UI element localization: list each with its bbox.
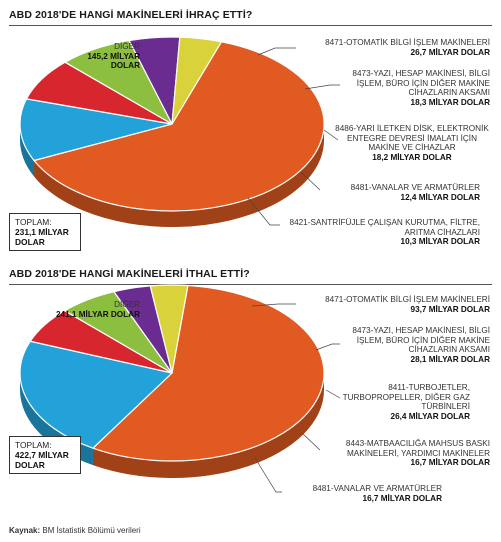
source-label: Kaynak: xyxy=(9,526,41,535)
export-pie-chart: DİĞER — 145,2 MİLYAR DOLAR8471-OTOMATİK … xyxy=(19,36,340,227)
leader-lines xyxy=(247,47,340,226)
leader-lines xyxy=(251,303,341,493)
slice-value: 16,7 MİLYAR DOLAR xyxy=(362,493,442,503)
leader-line xyxy=(300,171,321,191)
slice-name: 8473-YAZI, HESAP MAKİNESİ, BİLGİ İŞLEM, … xyxy=(352,69,490,98)
total-value: 422,7 MİLYAR DOLAR xyxy=(15,450,69,470)
total-value: 231,1 MİLYAR DOLAR xyxy=(15,227,69,247)
leader-line xyxy=(251,303,296,307)
pie-slice: DİĞER — 145,2 MİLYAR DOLAR xyxy=(33,41,325,212)
pie-slice-side xyxy=(34,124,325,227)
export-label-8471: 8471-OTOMATİK BİLGİ İŞLEM MAKİNELERİ 26,… xyxy=(296,38,490,57)
source-text: BM İstatistik Bölümü verileri xyxy=(42,526,141,535)
export-total-box: TOPLAM: 231,1 MİLYAR DOLAR xyxy=(9,213,81,251)
export-title-rule xyxy=(9,25,492,26)
export-label-8486: 8486-YARI İLETKEN DİSK, ELEKTRONİK ENTEG… xyxy=(332,124,492,162)
pie-slice: 8481-VANALAR VE ARMATÜRLER — 16,7 MİLYAR… xyxy=(149,284,189,374)
pie-slice: 8471-OTOMATİK BİLGİ İŞLEM MAKİNELERİ — 2… xyxy=(19,98,173,162)
slice-value: 26,7 MİLYAR DOLAR xyxy=(410,47,490,57)
leader-line xyxy=(247,197,280,226)
slice-name: 8486-YARI İLETKEN DİSK, ELEKTRONİK ENTEG… xyxy=(335,124,489,153)
slice-value: 10,3 MİLYAR DOLAR xyxy=(400,237,480,247)
export-label-8481: 8481-VANALAR VE ARMATÜRLER 12,4 MİLYAR D… xyxy=(318,183,480,202)
pie-top-faces: DİĞER — 241,1 MİLYAR DOLAR8471-OTOMATİK … xyxy=(19,284,325,462)
import-label-other: DİĞER 241,1 MİLYAR DOLAR xyxy=(50,300,140,319)
leader-line xyxy=(304,84,340,90)
export-label-other: DİĞER 145,2 MİLYAR DOLAR xyxy=(60,42,140,71)
pie-slice: 8421-SANTRİFÜJLE ÇALIŞAN KURUTMA, FİLTRE… xyxy=(171,36,223,125)
import-pie-chart: DİĞER — 241,1 MİLYAR DOLAR8471-OTOMATİK … xyxy=(19,284,341,493)
import-label-8411: 8411-TURBOJETLER, TURBOPROPELLER, DİĞER … xyxy=(338,383,470,421)
source-note: Kaynak: BM İstatistik Bölümü verileri xyxy=(9,526,141,535)
leader-line xyxy=(301,432,321,451)
leader-line xyxy=(257,47,296,56)
slice-value: 18,2 MİLYAR DOLAR xyxy=(372,152,452,162)
import-label-8481: 8481-VANALAR VE ARMATÜRLER 16,7 MİLYAR D… xyxy=(282,484,442,503)
slice-name: 8481-VANALAR VE ARMATÜRLER xyxy=(350,183,480,192)
slice-value: 12,4 MİLYAR DOLAR xyxy=(400,192,480,202)
pie-top-faces: DİĞER — 145,2 MİLYAR DOLAR8471-OTOMATİK … xyxy=(19,36,325,212)
pie-slice: DİĞER — 241,1 MİLYAR DOLAR xyxy=(92,284,325,462)
export-label-8421: 8421-SANTRİFÜJLE ÇALIŞAN KURUTMA, FİLTRE… xyxy=(280,218,480,247)
leader-line xyxy=(323,129,339,141)
slice-name: 8481-VANALAR VE ARMATÜRLER xyxy=(312,484,442,493)
import-chart-panel: ABD 2018'DE HANGİ MAKİNELERİ İTHAL ETTİ?… xyxy=(0,262,501,524)
leader-line xyxy=(315,343,340,351)
leader-line xyxy=(254,457,282,493)
import-chart-title: ABD 2018'DE HANGİ MAKİNELERİ İTHAL ETTİ? xyxy=(9,268,250,280)
slice-name: 8471-OTOMATİK BİLGİ İŞLEM MAKİNELERİ xyxy=(325,295,490,304)
slice-name: 8443-MATBAACILIĞA MAHSUS BASKI MAKİNELER… xyxy=(345,439,490,458)
slice-name: 8421-SANTRİFÜJLE ÇALIŞAN KURUTMA, FİLTRE… xyxy=(289,218,480,237)
export-chart-panel: ABD 2018'DE HANGİ MAKİNELERİ İHRAÇ ETTİ?… xyxy=(0,0,501,262)
slice-value: 18,3 MİLYAR DOLAR xyxy=(410,97,490,107)
slice-value: 28,1 MİLYAR DOLAR xyxy=(410,354,490,364)
slice-name: 8411-TURBOJETLER, TURBOPROPELLER, DİĞER … xyxy=(342,383,470,412)
slice-value: 16,7 MİLYAR DOLAR xyxy=(410,458,490,468)
total-label: TOPLAM: xyxy=(15,217,52,227)
import-title-rule xyxy=(9,284,492,285)
import-label-8443: 8443-MATBAACILIĞA MAHSUS BASKI MAKİNELER… xyxy=(318,439,490,468)
import-total-box: TOPLAM: 422,7 MİLYAR DOLAR xyxy=(9,436,81,474)
slice-name: 8471-OTOMATİK BİLGİ İŞLEM MAKİNELERİ xyxy=(325,38,490,47)
pie-slice-side xyxy=(92,373,324,478)
slice-name: 8473-YAZI, HESAP MAKİNESİ, BİLGİ İŞLEM, … xyxy=(352,326,490,355)
slice-value: 93,7 MİLYAR DOLAR xyxy=(410,304,490,314)
slice-value: 241,1 MİLYAR DOLAR xyxy=(55,309,140,319)
total-label: TOPLAM: xyxy=(15,440,52,450)
slice-value: 145,2 MİLYAR DOLAR xyxy=(87,51,140,71)
import-label-8473: 8473-YAZI, HESAP MAKİNESİ, BİLGİ İŞLEM, … xyxy=(340,326,490,364)
import-label-8471: 8471-OTOMATİK BİLGİ İŞLEM MAKİNELERİ 93,… xyxy=(296,295,490,314)
slice-name: DİĞER xyxy=(114,42,140,51)
export-chart-title: ABD 2018'DE HANGİ MAKİNELERİ İHRAÇ ETTİ? xyxy=(9,9,253,21)
slice-value: 26,4 MİLYAR DOLAR xyxy=(390,411,470,421)
slice-name: DİĞER xyxy=(114,300,140,309)
export-label-8473: 8473-YAZI, HESAP MAKİNESİ, BİLGİ İŞLEM, … xyxy=(340,69,490,107)
leader-line xyxy=(325,389,341,399)
